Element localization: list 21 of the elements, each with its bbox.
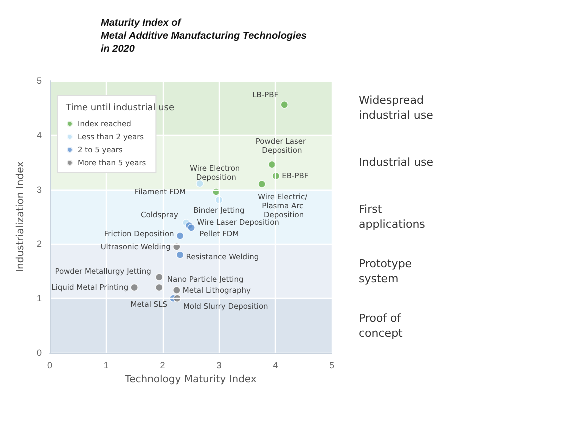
y-tick-label: 2 [36,239,42,250]
x-axis-title: Technology Maturity Index [124,374,257,386]
x-tick-label: 2 [160,360,166,370]
x-tick-label: 4 [273,360,278,370]
x-tick-label: 5 [329,360,335,370]
chart-title: Maturity Index of Metal Additive Manufacturing Technologies in 2020 [101,18,308,55]
band-label: Proof of concept [359,312,404,340]
y-tick-label: 1 [36,294,42,304]
x-tick-label: 0 [47,360,53,370]
band-label: Industrial use [359,156,434,170]
y-axis-title: Industrialization Index [16,161,26,272]
y-tick-label: 4 [36,130,42,140]
band-label: Prototype system [359,257,412,286]
x-tick-label: 3 [216,360,222,370]
band-label: First applications [359,203,426,231]
y-tick-label: 3 [36,184,42,195]
y-tick-label: 5 [36,76,42,86]
y-tick-label: 0 [36,348,42,358]
x-tick-label: 1 [104,360,109,370]
band-label: Widespread industrial use [359,94,434,122]
legend-title: Time until industrial use [65,104,175,114]
